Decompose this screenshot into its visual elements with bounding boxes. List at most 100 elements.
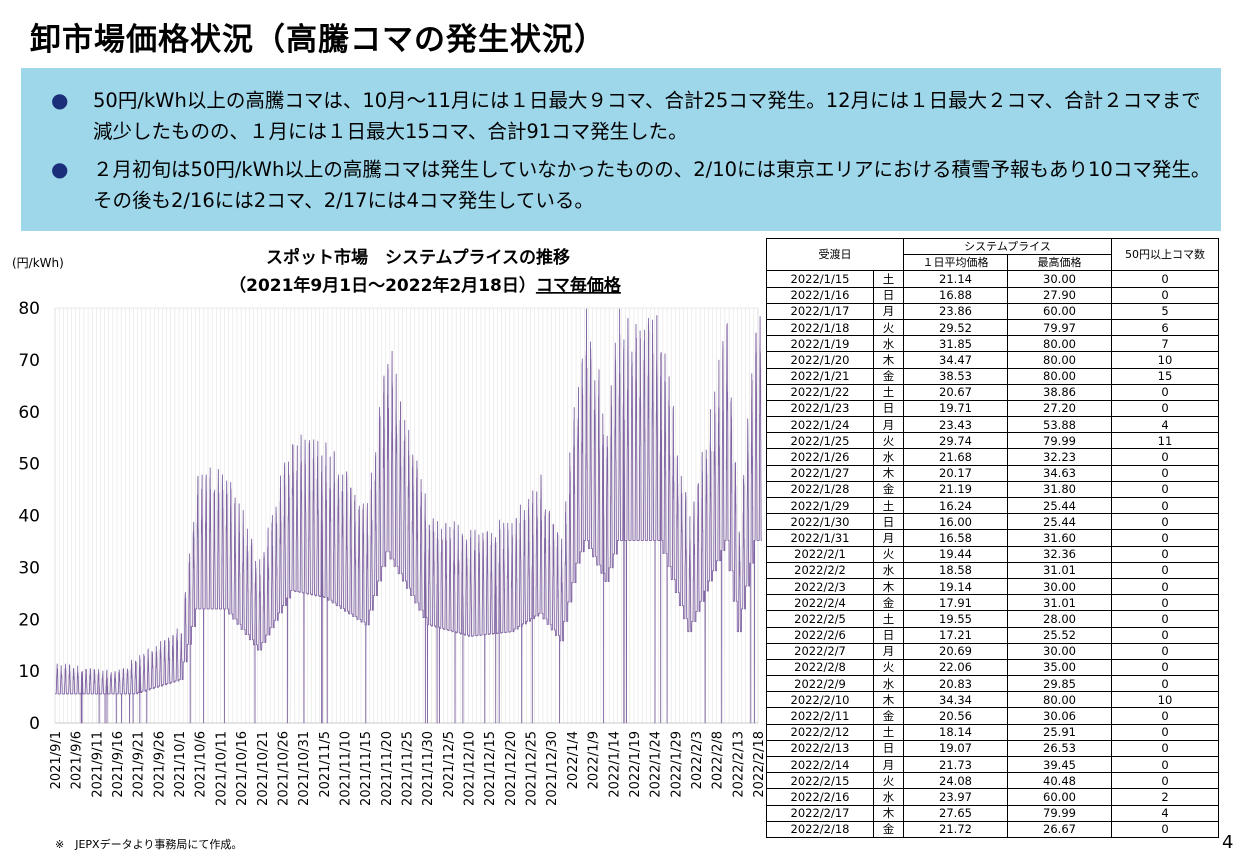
summary-bullet-text: ２月初旬は50円/kWh以上の高騰コマは発生していなかったものの、2/10には東… [93, 158, 1211, 212]
cell-date: 2022/1/26 [766, 448, 874, 466]
table-row: 2022/2/1 火 19.44 32.36 0 [766, 545, 1219, 563]
cell-avg-price: 23.43 [903, 416, 1008, 434]
cell-spike-count: 10 [1111, 691, 1219, 709]
cell-weekday: 月 [873, 642, 904, 660]
table-row: 2022/2/9 水 20.83 29.85 0 [766, 675, 1219, 693]
x-tick-label: 2021/10/1 [173, 731, 188, 798]
cell-weekday: 土 [873, 610, 904, 628]
cell-avg-price: 24.08 [903, 772, 1008, 790]
y-tick-labels: 0 10 20 30 40 50 60 70 80 [18, 299, 40, 734]
cell-weekday: 月 [873, 416, 904, 434]
cell-weekday: 月 [873, 529, 904, 547]
x-tick-label: 2021/10/6 [194, 731, 209, 798]
cell-date: 2022/1/25 [766, 432, 874, 450]
cell-date: 2022/2/16 [766, 788, 874, 806]
cell-max-price: 25.52 [1007, 626, 1112, 644]
cell-date: 2022/2/17 [766, 804, 874, 822]
header-max: 最高価格 [1007, 254, 1112, 272]
price-series-line [54, 308, 763, 724]
cell-max-price: 80.00 [1007, 367, 1112, 385]
cell-max-price: 53.88 [1007, 416, 1112, 434]
table-row: 2022/2/5 土 19.55 28.00 0 [766, 610, 1219, 628]
table-row: 2022/2/16 水 23.97 60.00 2 [766, 788, 1219, 806]
chart-subtitle-period: （2021年9月1日～2022年2月18日） [229, 275, 536, 296]
cell-weekday: 水 [873, 448, 904, 466]
cell-avg-price: 19.07 [903, 739, 1008, 758]
y-tick-label: 20 [18, 610, 40, 630]
table-row: 2022/1/27 木 20.17 34.63 0 [766, 464, 1219, 482]
cell-max-price: 79.97 [1007, 318, 1112, 337]
cell-max-price: 79.99 [1007, 432, 1112, 450]
cell-spike-count: 0 [1111, 772, 1219, 790]
cell-weekday: 日 [873, 739, 904, 758]
cell-date: 2022/2/14 [766, 755, 874, 774]
cell-max-price: 35.00 [1007, 658, 1112, 677]
cell-avg-price: 16.88 [903, 286, 1008, 304]
x-tick-label: 2021/9/6 [70, 731, 85, 789]
table-row: 2022/2/13 日 19.07 26.53 0 [766, 739, 1219, 758]
x-tick-label: 2022/1/24 [649, 731, 664, 798]
table-row: 2022/1/17 月 23.86 60.00 5 [766, 302, 1219, 320]
cell-avg-price: 16.00 [903, 513, 1008, 531]
cell-avg-price: 34.47 [903, 351, 1008, 369]
table-row: 2022/1/31 月 16.58 31.60 0 [766, 529, 1219, 547]
cell-date: 2022/1/15 [766, 270, 874, 288]
cell-max-price: 60.00 [1007, 788, 1112, 806]
cell-date: 2022/2/12 [766, 723, 874, 741]
cell-avg-price: 18.58 [903, 561, 1008, 579]
y-tick-label: 10 [18, 662, 40, 682]
cell-date: 2022/1/28 [766, 480, 874, 499]
cell-weekday: 月 [873, 755, 904, 774]
table-row: 2022/1/23 日 19.71 27.20 0 [766, 399, 1219, 418]
cell-weekday: 木 [873, 464, 904, 482]
header-avg: １日平均価格 [903, 254, 1008, 272]
footnote: ※ JEPXデータより事務局にて作成。 [55, 838, 243, 851]
header-date: 受渡日 [766, 237, 904, 272]
table-row: 2022/2/17 木 27.65 79.99 4 [766, 804, 1219, 822]
cell-date: 2022/1/20 [766, 351, 874, 369]
table-row: 2022/1/29 土 16.24 25.44 0 [766, 496, 1219, 515]
cell-max-price: 26.67 [1007, 820, 1112, 838]
cell-date: 2022/2/13 [766, 739, 874, 758]
cell-spike-count: 0 [1111, 448, 1219, 466]
cell-avg-price: 18.14 [903, 723, 1008, 741]
cell-weekday: 土 [873, 496, 904, 515]
cell-avg-price: 19.14 [903, 577, 1008, 596]
x-tick-label: 2021/11/25 [401, 731, 416, 806]
cell-avg-price: 29.74 [903, 432, 1008, 450]
bullet-dot-icon: ● [51, 88, 69, 112]
x-tick-label: 2022/1/29 [669, 731, 684, 798]
cell-date: 2022/1/19 [766, 335, 874, 353]
x-tick-label: 2021/9/11 [90, 731, 105, 798]
x-tick-label: 2021/11/15 [359, 731, 374, 806]
x-tick-label: 2021/9/21 [132, 731, 147, 798]
cell-date: 2022/1/24 [766, 416, 874, 434]
table-row: 2022/1/18 火 29.52 79.97 6 [766, 318, 1219, 337]
cell-date: 2022/2/4 [766, 594, 874, 612]
cell-date: 2022/1/29 [766, 496, 874, 515]
cell-max-price: 29.85 [1007, 675, 1112, 693]
cell-avg-price: 21.68 [903, 448, 1008, 466]
table-row: 2022/1/26 水 21.68 32.23 0 [766, 448, 1219, 466]
cell-weekday: 木 [873, 577, 904, 596]
cell-max-price: 80.00 [1007, 691, 1112, 709]
cell-spike-count: 4 [1111, 804, 1219, 822]
cell-spike-count: 5 [1111, 302, 1219, 320]
x-tick-label: 2022/1/14 [607, 731, 622, 798]
table-row: 2022/1/30 日 16.00 25.44 0 [766, 513, 1219, 531]
cell-date: 2022/1/18 [766, 318, 874, 337]
cell-weekday: 金 [873, 480, 904, 499]
cell-spike-count: 0 [1111, 610, 1219, 628]
x-tick-label: 2022/1/4 [566, 731, 581, 789]
x-tick-label: 2021/11/30 [421, 731, 436, 806]
cell-weekday: 水 [873, 561, 904, 579]
cell-weekday: 金 [873, 594, 904, 612]
cell-spike-count: 0 [1111, 707, 1219, 725]
cell-date: 2022/1/22 [766, 383, 874, 401]
cell-date: 2022/1/31 [766, 529, 874, 547]
table-row: 2022/2/4 金 17.91 31.01 0 [766, 594, 1219, 612]
cell-max-price: 27.90 [1007, 286, 1112, 304]
y-tick-label: 60 [18, 403, 40, 423]
cell-date: 2022/2/3 [766, 577, 874, 596]
table-row: 2022/2/3 木 19.14 30.00 0 [766, 577, 1219, 596]
